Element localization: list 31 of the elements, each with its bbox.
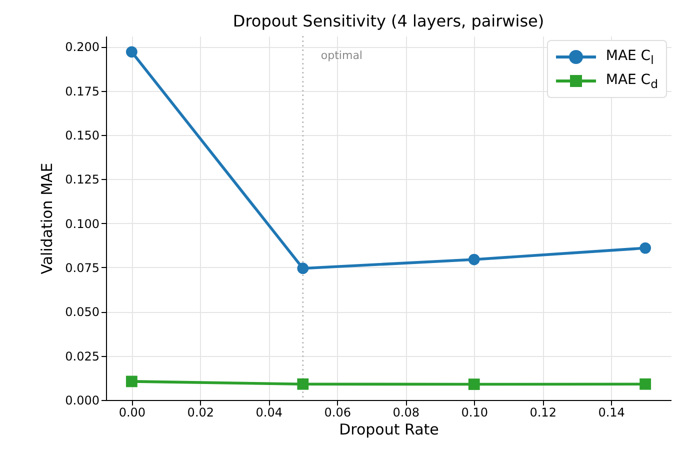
x-tick-label: 0.04 — [256, 406, 283, 420]
x-tick-label: 0.08 — [392, 406, 420, 420]
y-tick-label: 0.025 — [65, 349, 100, 364]
y-axis-title: Validation MAE — [38, 162, 56, 274]
x-tick-label: 0.02 — [187, 406, 214, 420]
point — [297, 262, 309, 274]
legend-label: MAE C$_{l}$ — [606, 48, 654, 66]
x-tick-label: 0.06 — [324, 406, 351, 420]
x-axis-title: Dropout Rate — [339, 420, 439, 438]
y-tick-label: 0.150 — [65, 128, 100, 142]
y-tick-label: 0.100 — [65, 216, 100, 231]
x-tick-label: 0.00 — [118, 406, 146, 420]
point — [297, 378, 309, 390]
point — [468, 378, 480, 390]
point — [468, 254, 480, 266]
legend-label: MAE C$_{d}$ — [606, 72, 658, 90]
y-tick-label: 0.125 — [65, 172, 100, 187]
x-tick-label: 0.12 — [530, 406, 556, 420]
y-tick-label: 0.075 — [65, 260, 100, 275]
x-tick-label: 0.14 — [598, 406, 625, 420]
y-tick-label: 0.050 — [65, 305, 100, 320]
point — [640, 378, 652, 390]
point — [640, 242, 652, 254]
ref-line-label: optimal — [320, 49, 362, 62]
point — [126, 376, 138, 388]
y-tick-label: 0.200 — [65, 40, 100, 54]
x-tick-label: 0.10 — [461, 406, 488, 420]
y-tick-label: 0.175 — [65, 84, 100, 98]
y-tick-label: 0.000 — [65, 394, 100, 408]
chart-title: Dropout Sensitivity (4 layers, pairwise) — [232, 11, 544, 30]
point — [126, 46, 138, 58]
